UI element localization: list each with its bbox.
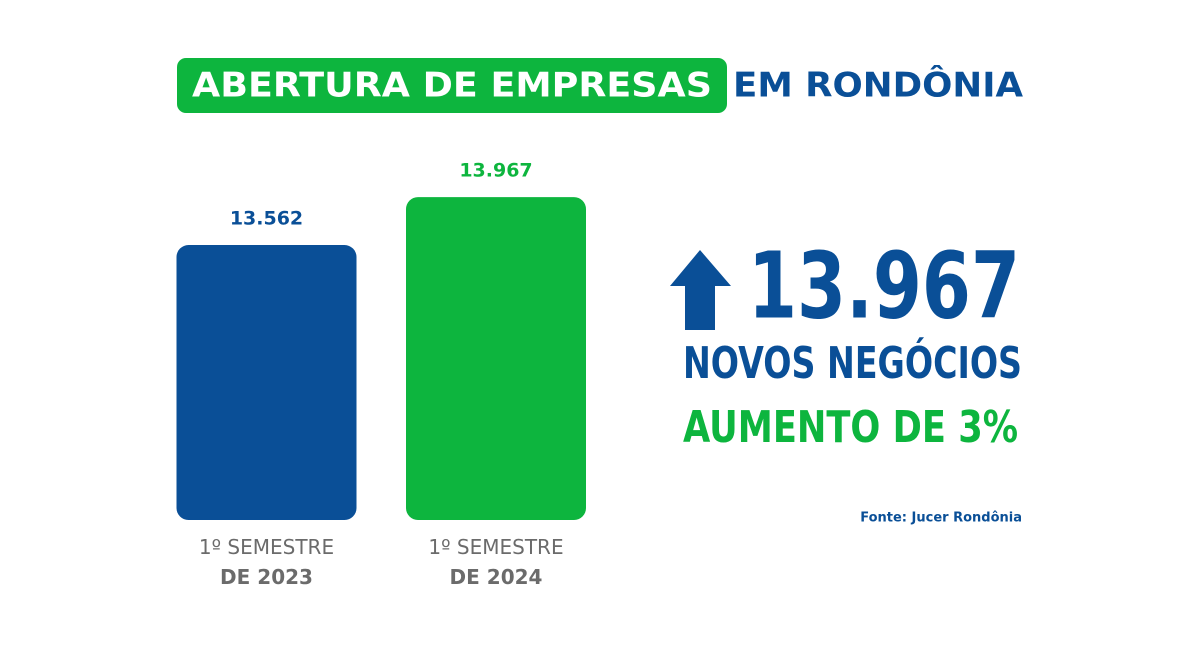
x-tick-line: DE 2024	[450, 565, 543, 589]
highlight-caption: NOVOS NEGÓCIOS	[683, 336, 1022, 389]
bar	[406, 197, 586, 520]
value-label: 13.967	[459, 160, 532, 182]
x-tick-label: 1º SEMESTRE DE 2024	[428, 535, 563, 589]
x-tick-line: 1º SEMESTRE	[199, 535, 334, 559]
chart-subtitle: EM RONDÔNIA	[733, 65, 1024, 106]
x-tick-label: 1º SEMESTRE DE 2023	[199, 535, 334, 589]
title-highlight	[177, 58, 727, 113]
chart-title: ABERTURA DE EMPRESAS	[192, 66, 712, 106]
x-tick-line: DE 2023	[220, 565, 313, 589]
up-arrow	[670, 250, 731, 330]
x-tick-line: 1º SEMESTRE	[428, 535, 563, 559]
value-label: 13.562	[230, 208, 303, 230]
increase-caption: AUMENTO DE 3%	[683, 402, 1018, 453]
source-note: Fonte: Jucer Rondônia	[860, 511, 1022, 526]
highlight-number: 13.967	[748, 232, 1020, 339]
bar	[176, 245, 357, 520]
